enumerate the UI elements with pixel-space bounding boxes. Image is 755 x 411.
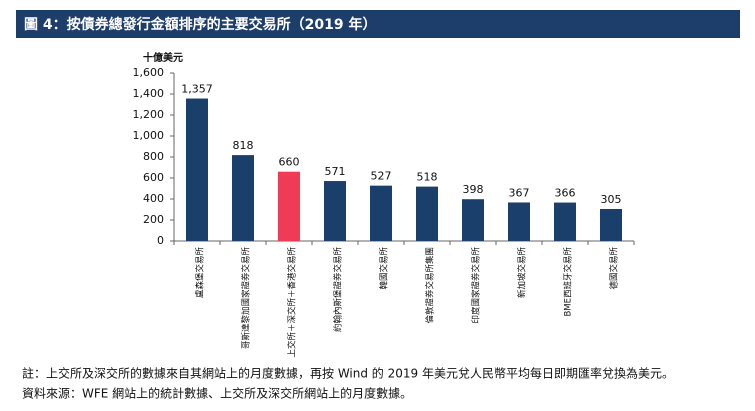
y-tick-label: 800	[143, 150, 164, 163]
y-axis-label: 十億美元	[143, 51, 183, 64]
y-tick-label: 400	[143, 192, 164, 205]
y-tick-label: 1,600	[133, 66, 165, 79]
value-label: 366	[555, 187, 576, 200]
x-tick-label: 盧森堡交易所	[195, 247, 206, 299]
value-label: 660	[279, 156, 300, 169]
y-tick-label: 1,400	[133, 87, 165, 100]
y-tick-label: 600	[143, 171, 164, 184]
value-label: 571	[325, 165, 346, 178]
bar	[324, 181, 346, 241]
y-tick-label: 200	[143, 213, 164, 226]
x-tick-label: 上交所＋深交所＋香港交易所	[287, 247, 298, 358]
bar	[508, 202, 530, 241]
y-tick-label: 0	[157, 234, 164, 247]
bar	[278, 171, 300, 241]
value-label: 1,357	[181, 83, 213, 96]
value-label: 398	[463, 183, 484, 196]
x-tick-label: 德國交易所	[609, 247, 620, 290]
note: 註：上交所及深交所的數據來自其網站上的月度數據，再按 Wind 的 2019 年…	[22, 366, 674, 381]
bar	[600, 208, 622, 241]
bar	[186, 98, 208, 241]
chart-title: 圖 4：按債券總發行金額排序的主要交易所（2019 年）	[24, 16, 376, 33]
header-bar	[16, 10, 740, 38]
bar	[554, 202, 576, 241]
x-tick-label: 新加坡交易所	[517, 247, 528, 299]
bar	[232, 155, 254, 241]
bar	[416, 186, 438, 241]
value-label: 527	[371, 170, 392, 183]
value-label: 518	[417, 171, 438, 184]
x-tick-label: 哥斯達黎加國家證券交易所	[241, 247, 252, 350]
bar	[462, 199, 484, 241]
x-tick-label: BME西班牙交易所	[563, 247, 574, 317]
source: 資料來源：WFE 網站上的統計數據、上交所及深交所網站上的月度數據。	[22, 386, 412, 401]
value-label: 305	[601, 193, 622, 206]
bar	[370, 185, 392, 241]
value-label: 818	[233, 139, 254, 152]
x-tick-label: 韓國交易所	[379, 247, 390, 290]
value-label: 367	[509, 186, 530, 199]
y-tick-label: 1,000	[133, 129, 165, 142]
x-tick-label: 印度國家證券交易所	[471, 247, 482, 324]
x-tick-label: 倫敦證券交易所集團	[425, 247, 436, 324]
y-tick-label: 1,200	[133, 108, 165, 121]
x-tick-label: 約翰內斯堡證券交易所	[333, 247, 344, 333]
